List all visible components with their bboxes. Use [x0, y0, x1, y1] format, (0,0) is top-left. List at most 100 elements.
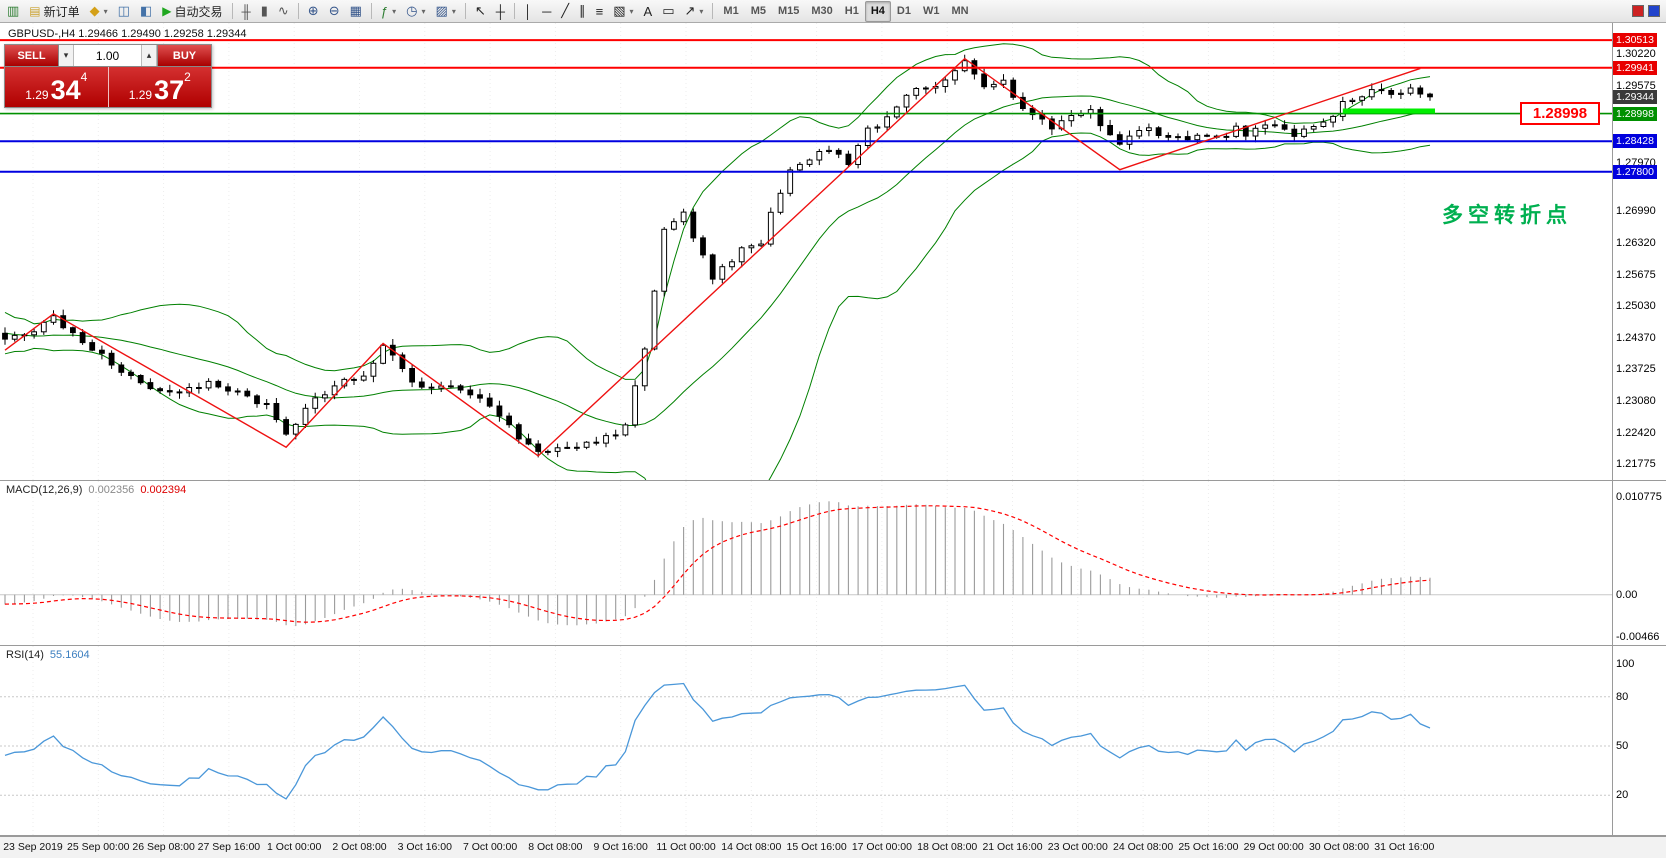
- dropdown-caret-icon: ▾: [421, 6, 426, 16]
- zoom-in-icon[interactable]: ⊕: [307, 3, 319, 18]
- program-icon[interactable]: ▥: [7, 3, 20, 18]
- shapes-icon[interactable]: ▧ ▾: [613, 3, 634, 18]
- toolbar-right-icons: [1632, 5, 1664, 17]
- vertical-line-icon[interactable]: │: [523, 3, 533, 19]
- volume-increase-button[interactable]: ▴: [142, 45, 157, 66]
- price-axis-label: 1.22420: [1616, 426, 1656, 439]
- mailbox-icon[interactable]: [1648, 5, 1660, 17]
- buy-button[interactable]: BUY: [157, 45, 211, 66]
- price-axis-label: 1.26320: [1616, 237, 1656, 250]
- rsi-value: 55.1604: [49, 649, 90, 661]
- sell-price-button[interactable]: 1.29 34 4: [5, 67, 109, 107]
- volume-input[interactable]: 1.00: [74, 45, 142, 66]
- candlestick-icon[interactable]: ▮: [260, 3, 268, 18]
- dropdown-caret-icon: ▾: [392, 6, 397, 16]
- volume-decrease-button[interactable]: ▾: [59, 45, 74, 66]
- timeframe-h1[interactable]: H1: [844, 5, 859, 17]
- templates-icon[interactable]: ▨ ▾: [435, 3, 456, 18]
- timeframe-w1[interactable]: W1: [922, 5, 940, 17]
- price-level-badge: 1.29941: [1613, 60, 1657, 75]
- charts-profile-icon[interactable]: ◆ ▾: [89, 3, 108, 18]
- timeframe-m30[interactable]: M30: [811, 5, 833, 17]
- time-axis-label: 14 Oct 08:00: [721, 841, 782, 853]
- price-axis-label: 1.30220: [1616, 48, 1656, 61]
- autotrading-button-label: 自动交易: [174, 4, 223, 19]
- time-axis-label: 31 Oct 16:00: [1374, 841, 1435, 853]
- new-order-button[interactable]: ▤ 新订单: [24, 1, 84, 22]
- autotrading-button[interactable]: ▶ 自动交易: [157, 1, 227, 22]
- new-order-button-label: 新订单: [43, 4, 80, 19]
- text-label-icon[interactable]: ▭: [662, 3, 675, 18]
- price-axis-label: 1.24370: [1616, 332, 1656, 345]
- time-axis-label: 8 Oct 08:00: [528, 841, 583, 853]
- buy-price-pip: 2: [184, 70, 191, 84]
- price-axis-label: 1.26990: [1616, 204, 1656, 217]
- toolbar-separator: [464, 3, 466, 19]
- timeframe-h4[interactable]: H4: [864, 0, 891, 22]
- time-axis-label: 7 Oct 00:00: [462, 841, 518, 853]
- pane-divider[interactable]: [0, 835, 1666, 836]
- price-level-callout[interactable]: 1.28998: [1520, 102, 1600, 125]
- sell-price-prefix: 1.29: [25, 88, 49, 102]
- time-axis-label: 23 Oct 00:00: [1047, 841, 1108, 853]
- price-chart-pane[interactable]: GBPUSD-,H4 1.29466 1.29490 1.29258 1.293…: [0, 23, 1666, 480]
- bar-chart-icon[interactable]: ╫: [241, 3, 251, 19]
- periods-icon[interactable]: ◷ ▾: [406, 3, 426, 18]
- price-axis-label: 1.23080: [1616, 394, 1656, 407]
- navigator-icon[interactable]: ◧: [139, 3, 153, 18]
- new-order-icon: ▤: [29, 4, 41, 18]
- text-icon[interactable]: A: [643, 3, 653, 19]
- alerts-icon[interactable]: [1632, 5, 1644, 17]
- timeframe-d1[interactable]: D1: [896, 5, 911, 17]
- sell-button[interactable]: SELL: [5, 45, 59, 66]
- trendline-icon[interactable]: ╱: [561, 3, 570, 18]
- time-axis-label: 24 Oct 08:00: [1113, 841, 1174, 853]
- horizontal-line-icon[interactable]: ─: [542, 3, 552, 19]
- one-click-trading-panel: SELL ▾ 1.00 ▴ BUY 1.29 34 4 1.29 37 2: [4, 44, 212, 108]
- pane-divider[interactable]: [0, 480, 1666, 481]
- toolbar-separator: [712, 3, 714, 19]
- time-axis-label: 3 Oct 16:00: [397, 841, 452, 853]
- price-axis-label: 1.29575: [1616, 79, 1656, 92]
- dropdown-caret-icon: ▾: [629, 6, 634, 16]
- macd-indicator-pane[interactable]: MACD(12,26,9) 0.002356 0.002394 0.010775 0.…: [0, 481, 1666, 645]
- time-axis-label: 27 Sep 16:00: [197, 841, 261, 853]
- toolbar-separator: [513, 3, 515, 19]
- timeframe-m1[interactable]: M1: [723, 5, 739, 17]
- time-axis-label: 17 Oct 00:00: [851, 841, 912, 853]
- price-axis-separator: [1612, 23, 1613, 835]
- zoom-out-icon[interactable]: ⊖: [328, 3, 340, 18]
- indicators-icon[interactable]: ƒ ▾: [380, 3, 397, 19]
- rsi-canvas[interactable]: [0, 646, 1666, 835]
- timeframe-m15[interactable]: M15: [777, 5, 800, 17]
- macd-signal-value: 0.002394: [140, 484, 187, 496]
- line-chart-icon[interactable]: ∿: [277, 3, 289, 18]
- time-axis-label: 18 Oct 08:00: [917, 841, 978, 853]
- macd-main-value: 0.002356: [88, 484, 135, 496]
- arrows-icon[interactable]: ↗ ▾: [684, 3, 704, 18]
- time-axis-label: 23 Sep 2019: [3, 841, 63, 853]
- autotrading-play-icon: ▶: [162, 4, 172, 18]
- equidistant-channel-icon[interactable]: ∥: [579, 3, 586, 18]
- current-price-badge: 1.29344: [1613, 89, 1657, 104]
- chart-text-annotation[interactable]: 多空转折点: [1442, 204, 1572, 227]
- macd-title: MACD(12,26,9): [6, 484, 83, 496]
- toolbar-separator: [231, 3, 233, 19]
- toolbar-separator: [297, 3, 299, 19]
- time-axis[interactable]: 23 Sep 2019 25 Sep 00:00 26 Sep 08:00 27 Se…: [0, 836, 1666, 858]
- timeframe-mn[interactable]: MN: [951, 5, 969, 17]
- timeframe-m5[interactable]: M5: [750, 5, 766, 17]
- fibonacci-icon[interactable]: ≡: [595, 3, 604, 19]
- price-axis-label: 1.25675: [1616, 268, 1656, 281]
- cursor-icon[interactable]: ↖: [474, 3, 486, 18]
- rsi-indicator-pane[interactable]: RSI(14) 55.1604 100 80 50 20: [0, 646, 1666, 835]
- crosshair-icon[interactable]: ┼: [495, 3, 505, 19]
- market-watch-icon[interactable]: ◫: [117, 3, 130, 18]
- macd-canvas[interactable]: [0, 481, 1666, 645]
- price-chart-canvas[interactable]: [0, 23, 1666, 480]
- buy-price-button[interactable]: 1.29 37 2: [108, 67, 211, 107]
- pane-divider[interactable]: [0, 645, 1666, 646]
- tile-windows-icon[interactable]: ▦: [349, 3, 362, 18]
- price-level-badge: 1.28428: [1613, 134, 1657, 149]
